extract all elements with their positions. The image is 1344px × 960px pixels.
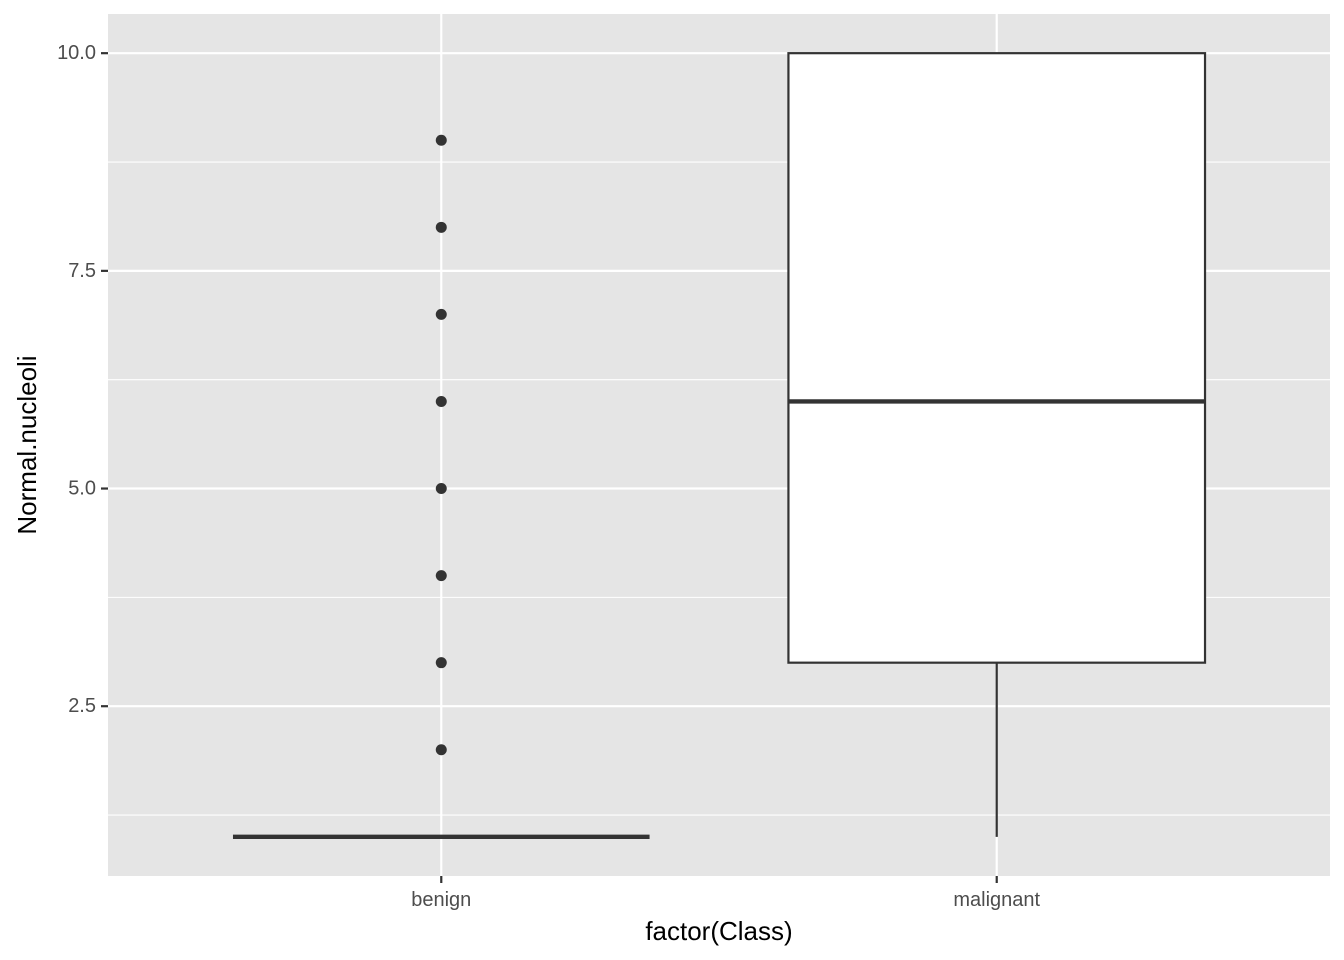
box-malignant bbox=[787, 52, 1207, 837]
x-tick-label-malignant: malignant bbox=[953, 889, 1040, 911]
x-tick-label-benign: benign bbox=[411, 889, 471, 911]
x-axis-title: factor(Class) bbox=[645, 916, 792, 946]
outlier-point-benign-4 bbox=[435, 395, 447, 407]
y-tick-label-0: 2.5 bbox=[68, 695, 96, 717]
y-tick-label-3: 10.0 bbox=[57, 42, 96, 64]
x-axis: benign malignant bbox=[411, 876, 1041, 911]
iqr-box-malignant bbox=[787, 52, 1207, 664]
outlier-point-benign-1 bbox=[435, 657, 447, 669]
y-axis-title: Normal.nucleoli bbox=[12, 355, 42, 534]
y-tick-label-1: 5.0 bbox=[68, 478, 96, 500]
y-tick-label-2: 7.5 bbox=[68, 260, 96, 282]
y-axis: 2.5 5.0 7.5 10.0 bbox=[57, 42, 108, 717]
outlier-point-benign-5 bbox=[435, 308, 447, 320]
outlier-point-benign-0 bbox=[435, 744, 447, 756]
outlier-point-benign-6 bbox=[435, 221, 447, 233]
box-benign bbox=[232, 134, 650, 840]
outlier-point-benign-3 bbox=[435, 483, 447, 495]
outlier-point-benign-2 bbox=[435, 570, 447, 582]
outlier-point-benign-7 bbox=[435, 134, 447, 146]
boxes-layer bbox=[232, 52, 1207, 840]
